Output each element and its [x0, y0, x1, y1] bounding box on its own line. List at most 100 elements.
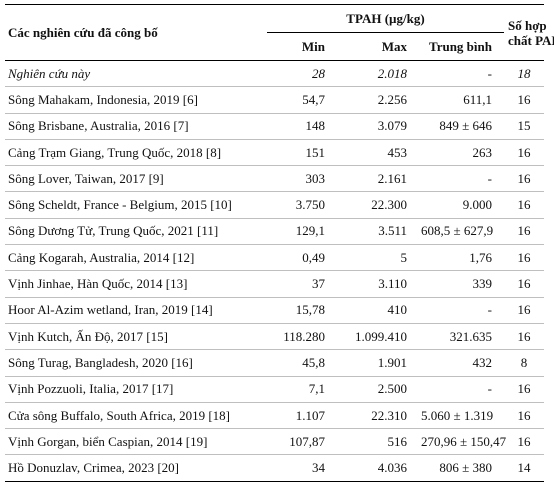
cell-avg: 608,5 ± 627,9: [417, 218, 504, 246]
cell-max: 410: [337, 297, 417, 324]
cell-avg: 9.000: [417, 191, 504, 219]
cell-num-pah: 15: [504, 113, 544, 140]
cell-max: 4.036: [337, 454, 417, 482]
cell-min: 148: [267, 113, 337, 140]
table-row: Sông Lover, Taiwan, 2017 [9] 303 2.161-16: [5, 165, 544, 193]
table-row: Vịnh Jinhae, Hàn Quốc, 2014 [13] 37 3.110 3…: [5, 270, 544, 298]
cell-avg: 321.635: [417, 323, 504, 351]
cell-max: 5: [337, 244, 417, 272]
cell-min: 7,1: [267, 376, 337, 403]
cell-study: Sông Turag, Bangladesh, 2020 [16]: [5, 349, 267, 377]
table-row: Sông Mahakam, Indonesia, 2019 [6] 54,7 2.2…: [5, 86, 544, 114]
cell-min: 37: [267, 270, 337, 298]
cell-num-pah: 16: [504, 376, 544, 403]
cell-max: 516: [337, 428, 417, 456]
cell-min: 54,7: [267, 86, 337, 114]
header-tpah-group: TPAH (µg/kg): [267, 4, 504, 33]
cell-avg: 432: [417, 349, 504, 377]
cell-min: 118.280: [267, 323, 337, 351]
table-row: Cửa sông Buffalo, South Africa, 2019 [18…: [5, 402, 544, 430]
header-study: Các nghiên cứu đã công bố: [5, 4, 267, 61]
table-row: Vịnh Pozzuoli, Italia, 2017 [17] 7,1 2.500…: [5, 376, 544, 403]
cell-num-pah: 16: [504, 297, 544, 324]
cell-min: 0,49: [267, 244, 337, 272]
header-min: Min: [267, 32, 337, 61]
cell-study: Vịnh Kutch, Ấn Độ, 2017 [15]: [5, 323, 267, 351]
header-num-pah: Số hợp chất PAH: [504, 4, 554, 61]
cell-study: Sông Scheldt, France - Belgium, 2015 [10…: [5, 191, 267, 219]
cell-num-pah: 16: [504, 218, 544, 246]
cell-avg: 5.060 ± 1.319: [417, 402, 504, 430]
cell-study: Hoor Al-Azim wetland, Iran, 2019 [14]: [5, 297, 267, 324]
table-body: Nghiên cứu này 28 2.018-18 Sông Mahakam, In…: [5, 60, 544, 482]
cell-num-pah: 16: [504, 323, 544, 351]
cell-num-pah: 8: [504, 349, 544, 377]
cell-min: 3.750: [267, 191, 337, 219]
cell-max: 22.310: [337, 402, 417, 430]
cell-study: Sông Dương Tử, Trung Quốc, 2021 [11]: [5, 218, 267, 246]
cell-max: 2.018: [337, 60, 417, 88]
cell-num-pah: 16: [504, 139, 544, 167]
cell-study: Vịnh Pozzuoli, Italia, 2017 [17]: [5, 376, 267, 403]
table-row: Sông Scheldt, France - Belgium, 2015 [10…: [5, 191, 544, 219]
cell-avg: 611,1: [417, 86, 504, 114]
cell-num-pah: 16: [504, 86, 544, 114]
cell-max: 22.300: [337, 191, 417, 219]
header-num-pah-line1: Số hợp: [508, 17, 547, 33]
cell-min: 129,1: [267, 218, 337, 246]
cell-study: Cảng Trạm Giang, Trung Quốc, 2018 [8]: [5, 139, 267, 167]
cell-min: 45,8: [267, 349, 337, 377]
cell-max: 2.500: [337, 376, 417, 403]
cell-study: Cửa sông Buffalo, South Africa, 2019 [18…: [5, 402, 267, 430]
cell-max: 3.511: [337, 218, 417, 246]
table-row: Hoor Al-Azim wetland, Iran, 2019 [14] 15,…: [5, 297, 544, 324]
pah-comparison-table: Các nghiên cứu đã công bố TPAH (µg/kg) S…: [5, 4, 554, 482]
cell-num-pah: 16: [504, 165, 544, 193]
cell-max: 1.901: [337, 349, 417, 377]
cell-avg: -: [417, 60, 504, 88]
cell-num-pah: 18: [504, 60, 544, 88]
table-row: Cảng Trạm Giang, Trung Quốc, 2018 [8] 151…: [5, 139, 544, 167]
cell-min: 15,78: [267, 297, 337, 324]
cell-max: 453: [337, 139, 417, 167]
cell-num-pah: 16: [504, 270, 544, 298]
cell-max: 3.079: [337, 113, 417, 140]
cell-study: Hồ Donuzlav, Crimea, 2023 [20]: [5, 454, 267, 482]
cell-num-pah: 16: [504, 244, 544, 272]
cell-min: 151: [267, 139, 337, 167]
table-row: Hồ Donuzlav, Crimea, 2023 [20] 34 4.036 806…: [5, 454, 544, 482]
cell-study: Nghiên cứu này: [5, 60, 267, 88]
cell-min: 34: [267, 454, 337, 482]
cell-max: 1.099.410: [337, 323, 417, 351]
cell-avg: 849 ± 646: [417, 113, 504, 140]
cell-min: 28: [267, 60, 337, 88]
cell-num-pah: 16: [504, 428, 544, 456]
cell-avg: -: [417, 297, 504, 324]
cell-min: 1.107: [267, 402, 337, 430]
table-header: Các nghiên cứu đã công bố TPAH (µg/kg) S…: [5, 4, 554, 61]
header-avg: Trung bình: [417, 32, 504, 61]
cell-avg: 263: [417, 139, 504, 167]
cell-study: Vịnh Jinhae, Hàn Quốc, 2014 [13]: [5, 270, 267, 298]
table-row: Vịnh Gorgan, biển Caspian, 2014 [19] 107,…: [5, 428, 544, 456]
cell-max: 2.161: [337, 165, 417, 193]
table-row: Cảng Kogarah, Australia, 2014 [12] 0,49 5 1…: [5, 244, 544, 272]
cell-study: Sông Lover, Taiwan, 2017 [9]: [5, 165, 267, 193]
cell-min: 107,87: [267, 428, 337, 456]
table-row: Vịnh Kutch, Ấn Độ, 2017 [15] 118.280 1.099…: [5, 323, 544, 351]
cell-num-pah: 14: [504, 454, 544, 482]
cell-num-pah: 16: [504, 402, 544, 430]
cell-study: Vịnh Gorgan, biển Caspian, 2014 [19]: [5, 428, 267, 456]
cell-max: 3.110: [337, 270, 417, 298]
cell-num-pah: 16: [504, 191, 544, 219]
cell-study: Sông Brisbane, Australia, 2016 [7]: [5, 113, 267, 140]
table-row: Sông Turag, Bangladesh, 2020 [16] 45,8 1.9…: [5, 349, 544, 377]
cell-avg: -: [417, 165, 504, 193]
table-row: Sông Dương Tử, Trung Quốc, 2021 [11] 129,…: [5, 218, 544, 246]
table-row: Sông Brisbane, Australia, 2016 [7] 148 3.0…: [5, 113, 544, 140]
cell-avg: 339: [417, 270, 504, 298]
cell-avg: -: [417, 376, 504, 403]
cell-avg: 806 ± 380: [417, 454, 504, 482]
cell-study: Sông Mahakam, Indonesia, 2019 [6]: [5, 86, 267, 114]
